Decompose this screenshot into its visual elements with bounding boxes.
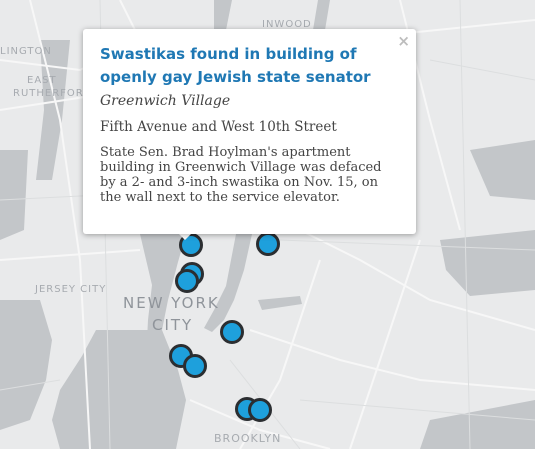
popup-description: State Sen. Brad Hoylman's apartment buil… [100,145,382,205]
incident-marker[interactable] [175,269,199,293]
place-label-new-york-city-2: CITY [152,316,194,334]
popup-tip [176,231,194,240]
place-label-jersey-city: JERSEY CITY [35,284,107,295]
incident-marker[interactable] [256,232,280,256]
place-label-new-york-city-1: NEW YORK [123,294,220,312]
place-label-east-rutherford-2: RUTHERFORD [13,88,93,99]
place-label-inwood: INWOOD [262,19,312,30]
incident-marker[interactable] [220,320,244,344]
incident-marker[interactable] [183,354,207,378]
incident-marker[interactable] [248,398,272,422]
place-label-east-rutherford-1: EAST [27,75,57,86]
incident-popup: × Swastikas found in building of openly … [83,29,416,234]
popup-neighborhood: Greenwich Village [100,93,231,109]
popup-title: Swastikas found in building of openly ga… [100,45,371,86]
place-label-arlington: LINGTON [0,46,52,57]
popup-address: Fifth Avenue and West 10th Street [100,119,337,135]
place-label-brooklyn: BROOKLYN [214,432,282,445]
close-icon[interactable]: × [397,32,410,50]
